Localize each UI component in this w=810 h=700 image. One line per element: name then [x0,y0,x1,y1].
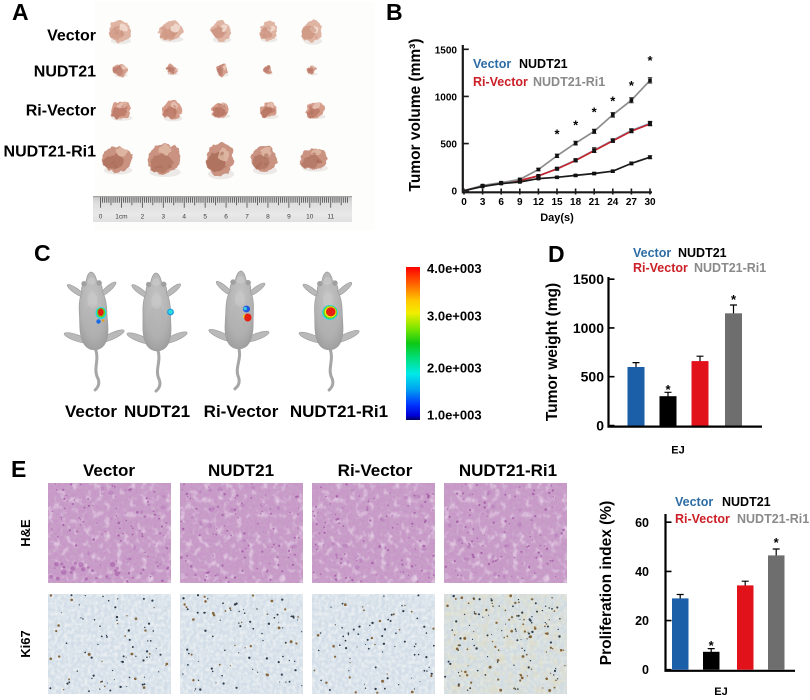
svg-text:Ri-Vector: Ri-Vector [633,261,688,275]
svg-text:0: 0 [451,187,457,198]
svg-text:NUDT21-Ri1: NUDT21-Ri1 [694,261,766,275]
svg-text:Tumor weight (mg): Tumor weight (mg) [544,283,561,421]
svg-text:1.0e+003: 1.0e+003 [427,408,482,423]
svg-text:Ri-Vector: Ri-Vector [473,75,528,89]
svg-text:Proliferation index (%): Proliferation index (%) [598,501,615,666]
svg-text:15: 15 [551,197,563,208]
svg-text:3.0e+003: 3.0e+003 [427,309,482,324]
svg-text:11: 11 [327,214,334,221]
svg-text:40: 40 [635,565,649,579]
svg-text:NUDT21: NUDT21 [519,57,568,71]
svg-text:NUDT21-Ri1: NUDT21-Ri1 [533,75,605,89]
svg-text:C: C [34,240,51,266]
svg-text:500: 500 [581,369,605,385]
svg-text:0: 0 [642,663,649,677]
svg-text:4.0e+003: 4.0e+003 [427,261,482,276]
svg-text:9: 9 [517,197,523,208]
svg-text:Vector: Vector [675,495,713,509]
svg-text:NUDT21-Ri1: NUDT21-Ri1 [737,512,809,526]
svg-text:21: 21 [589,197,601,208]
svg-text:Vector: Vector [633,246,671,260]
svg-text:27: 27 [626,197,638,208]
svg-text:Ri-Vector: Ri-Vector [26,103,96,120]
svg-text:NUDT21-Ri1: NUDT21-Ri1 [4,144,97,161]
svg-text:NUDT21: NUDT21 [722,495,771,509]
svg-text:A: A [12,0,29,25]
svg-text:E: E [11,456,26,482]
svg-text:12: 12 [533,197,545,208]
svg-text:*: * [731,292,737,307]
svg-text:6: 6 [224,214,228,221]
svg-text:Ri-Vector: Ri-Vector [338,461,413,480]
svg-text:1500: 1500 [435,45,458,56]
svg-text:Tumor volume (mm³): Tumor volume (mm³) [407,39,424,192]
svg-text:1000: 1000 [573,320,604,336]
svg-text:*: * [573,117,579,132]
svg-text:0: 0 [99,214,103,221]
svg-text:Ri-Vector: Ri-Vector [675,512,730,526]
svg-text:Vector: Vector [473,57,511,71]
svg-text:EJ: EJ [671,445,684,457]
svg-text:*: * [774,535,780,550]
svg-text:8: 8 [266,214,270,221]
svg-text:*: * [554,127,560,142]
svg-text:500: 500 [440,140,457,151]
svg-text:3: 3 [480,197,486,208]
svg-text:NUDT21: NUDT21 [34,64,96,81]
svg-text:3: 3 [161,214,165,221]
svg-text:20: 20 [635,614,649,628]
svg-text:9: 9 [287,214,291,221]
svg-text:*: * [592,104,598,119]
svg-text:30: 30 [644,197,656,208]
svg-text:60: 60 [635,516,649,530]
svg-text:Vector: Vector [65,402,117,421]
svg-text:18: 18 [570,197,582,208]
svg-text:0: 0 [596,418,604,434]
svg-text:1000: 1000 [435,92,458,103]
svg-text:10: 10 [306,214,314,221]
svg-text:4: 4 [182,214,186,221]
svg-text:D: D [548,241,565,267]
svg-text:0: 0 [461,197,467,208]
svg-text:1cm: 1cm [115,214,127,221]
svg-text:*: * [709,638,715,653]
svg-text:Vector: Vector [83,461,135,480]
svg-text:*: * [647,53,653,68]
svg-text:Day(s): Day(s) [540,212,574,224]
svg-text:*: * [665,382,671,397]
svg-text:Ki67: Ki67 [18,630,33,657]
svg-text:Ri-Vector: Ri-Vector [204,402,279,421]
svg-text:H&E: H&E [18,519,33,547]
svg-text:NUDT21-Ri1: NUDT21-Ri1 [459,461,557,480]
svg-text:Vector: Vector [47,28,96,45]
svg-text:NUDT21: NUDT21 [678,246,727,260]
svg-text:EJ: EJ [714,686,727,698]
svg-text:2: 2 [141,214,145,221]
svg-text:24: 24 [607,197,619,208]
svg-text:*: * [629,78,635,93]
svg-text:5: 5 [203,214,207,221]
svg-text:NUDT21: NUDT21 [124,402,190,421]
svg-text:6: 6 [498,197,504,208]
svg-text:NUDT21: NUDT21 [208,461,274,480]
svg-text:7: 7 [245,214,249,221]
svg-text:NUDT21-Ri1: NUDT21-Ri1 [290,402,388,421]
svg-text:*: * [610,93,616,108]
svg-text:2.0e+003: 2.0e+003 [427,361,482,376]
svg-text:1500: 1500 [573,271,604,287]
svg-text:B: B [386,0,403,25]
